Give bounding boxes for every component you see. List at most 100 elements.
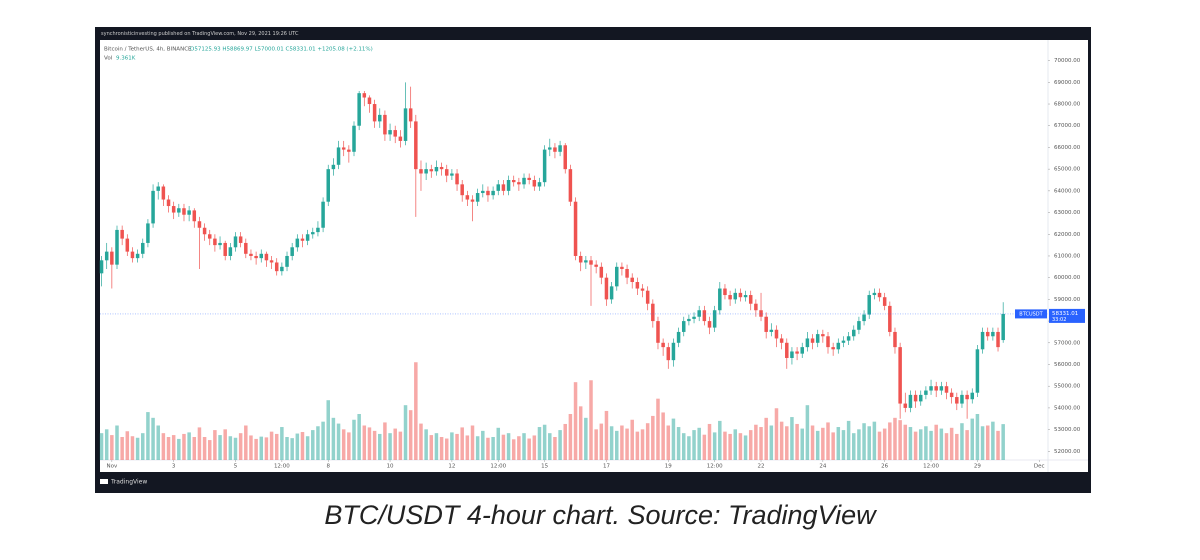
volume-bar bbox=[104, 429, 109, 460]
candle-body bbox=[171, 206, 176, 213]
candle-body bbox=[723, 288, 727, 296]
candle-body bbox=[125, 238, 130, 252]
volume-bar bbox=[197, 427, 202, 460]
volume-bar bbox=[372, 430, 377, 460]
candle-body bbox=[264, 253, 269, 261]
candle-body bbox=[280, 266, 284, 272]
candle-body bbox=[439, 166, 444, 170]
volume-bar bbox=[125, 431, 130, 460]
volume-bar bbox=[774, 408, 779, 460]
volume-bar bbox=[470, 425, 475, 460]
price-label-symbol: BTCUSDT bbox=[1019, 311, 1043, 317]
volume-bar bbox=[903, 424, 908, 460]
volume-bar bbox=[486, 437, 490, 460]
volume-bar bbox=[718, 420, 722, 460]
candle-body bbox=[785, 342, 789, 358]
candle-body bbox=[573, 201, 578, 256]
candle-body bbox=[141, 242, 145, 254]
candle-body bbox=[944, 386, 949, 393]
volume-bar bbox=[527, 438, 531, 460]
volume-bar bbox=[311, 430, 315, 460]
x-tick-label: 29 bbox=[974, 464, 981, 470]
y-tick-label: 68000.00 bbox=[1054, 102, 1081, 108]
candle-body bbox=[223, 242, 227, 256]
candle-body bbox=[341, 147, 346, 150]
candle-body bbox=[980, 331, 985, 350]
volume-bar bbox=[671, 418, 676, 460]
candle-body bbox=[728, 295, 732, 300]
candle-body bbox=[985, 331, 990, 337]
candle-body bbox=[996, 331, 1000, 348]
candle-body bbox=[460, 184, 464, 196]
volume-bar bbox=[228, 436, 233, 460]
volume-bar bbox=[888, 422, 892, 460]
candle-body bbox=[960, 394, 964, 404]
volume-bar bbox=[852, 433, 856, 460]
volume-bar bbox=[599, 423, 604, 460]
candle-body bbox=[774, 329, 779, 339]
volume-bar bbox=[187, 432, 191, 460]
price-label-symbol-box bbox=[1015, 309, 1047, 319]
candle-body bbox=[748, 295, 753, 304]
volume-bar bbox=[300, 432, 305, 460]
volume-bar bbox=[573, 382, 578, 460]
volume-bar bbox=[238, 433, 243, 460]
volume-bar bbox=[949, 427, 954, 460]
candle-body bbox=[934, 386, 938, 391]
candle-body bbox=[388, 130, 392, 135]
volume-bar bbox=[913, 431, 918, 460]
candle-body bbox=[929, 386, 933, 391]
candle-body bbox=[331, 164, 336, 170]
y-tick-label: 70000.00 bbox=[1054, 58, 1081, 64]
volume-bar bbox=[408, 410, 413, 460]
x-tick-label: 10 bbox=[387, 464, 394, 470]
volume-bar bbox=[434, 433, 439, 460]
candle-body bbox=[975, 349, 980, 393]
candle-body bbox=[269, 260, 274, 263]
x-tick-label: 12:00 bbox=[707, 464, 723, 470]
volume-bar bbox=[841, 430, 846, 460]
volume-bar bbox=[625, 428, 629, 460]
volume-bar bbox=[712, 432, 717, 460]
y-tick-label: 66000.00 bbox=[1054, 145, 1081, 151]
volume-bar bbox=[584, 417, 588, 460]
volume-bar bbox=[264, 437, 269, 460]
volume-bar bbox=[1001, 424, 1005, 460]
candle-body bbox=[692, 316, 696, 319]
candle-body bbox=[305, 234, 310, 241]
volume-bar bbox=[748, 430, 753, 460]
candle-body bbox=[584, 260, 588, 263]
volume-bar bbox=[532, 435, 537, 460]
volume-bar bbox=[444, 438, 449, 460]
candle-body bbox=[218, 242, 222, 246]
volume-bar bbox=[419, 423, 423, 460]
volume-bar bbox=[800, 428, 804, 460]
y-tick-label: 60000.00 bbox=[1054, 275, 1081, 281]
x-tick-label: 17 bbox=[603, 464, 610, 470]
volume-bar bbox=[542, 424, 547, 460]
volume-bar bbox=[769, 425, 774, 460]
candle-body bbox=[465, 195, 470, 200]
candle-body bbox=[666, 347, 671, 361]
volume-bar bbox=[151, 417, 155, 460]
candle-body bbox=[924, 390, 928, 395]
volume-bar bbox=[857, 429, 861, 460]
volume-bar bbox=[290, 438, 294, 460]
candle-body bbox=[790, 351, 794, 358]
candle-body bbox=[517, 182, 521, 185]
volume-bar bbox=[141, 433, 145, 460]
candle-body bbox=[213, 238, 217, 246]
volume-bar bbox=[934, 424, 938, 460]
volume-bar bbox=[465, 435, 470, 460]
candle-body bbox=[913, 394, 918, 402]
candle-body bbox=[367, 97, 372, 105]
candle-body bbox=[676, 331, 681, 343]
x-tick-label: 19 bbox=[665, 464, 672, 470]
candle-body bbox=[151, 190, 155, 224]
candle-body bbox=[620, 266, 624, 269]
candle-body bbox=[110, 251, 114, 265]
volume-bar bbox=[975, 414, 980, 460]
candle-body bbox=[274, 262, 279, 272]
x-tick-label: 12:00 bbox=[923, 464, 939, 470]
volume-bar bbox=[578, 406, 583, 460]
